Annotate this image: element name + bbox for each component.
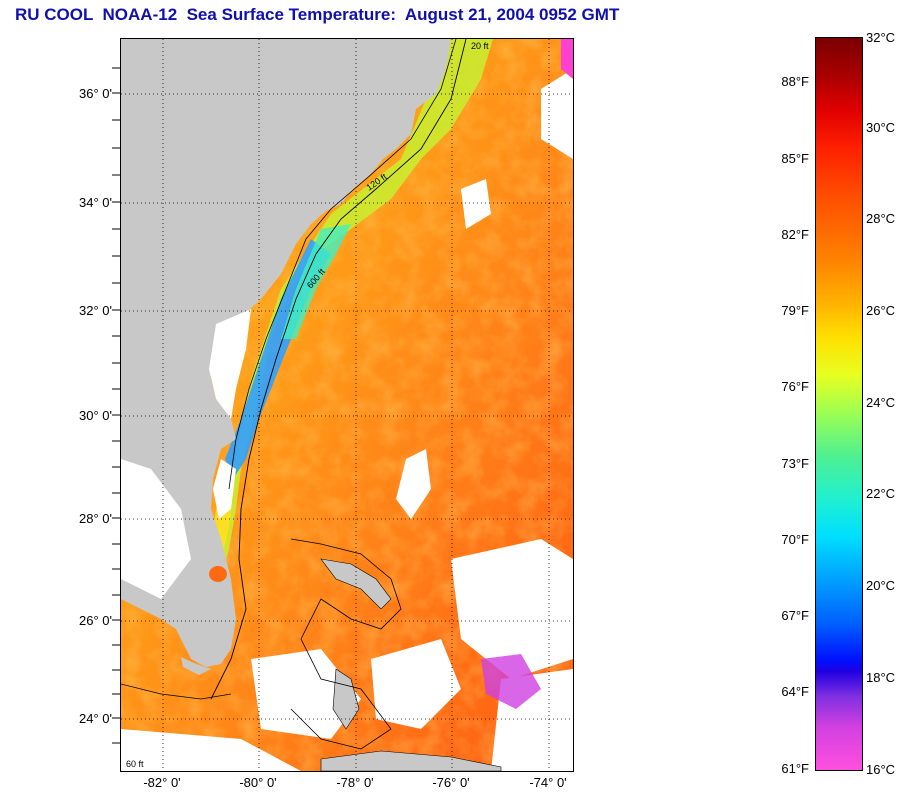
cbar-c-20: 20°C: [866, 578, 896, 593]
cbar-c-32: 32°C: [866, 30, 896, 45]
cloud-south-3: [371, 639, 461, 729]
lat-label-30: 30° 0': [79, 408, 112, 423]
cloud-mid: [396, 449, 431, 519]
contour-label-20ft: 20 ft: [471, 41, 489, 51]
depth-contour-600ft: [210, 39, 467, 700]
cbar-f-64: 64°F: [781, 684, 809, 699]
cloud-south-2: [251, 649, 361, 739]
lon-label-78: -78° 0': [336, 775, 374, 790]
cloud-florida-west: [121, 459, 191, 599]
sst-map-canvas: 20 ft 120 ft 600 ft 60 ft: [121, 39, 573, 771]
cold-spot-se: [481, 654, 541, 709]
cbar-c-24: 24°C: [866, 395, 896, 410]
depth-contour-120ft: [228, 39, 457, 490]
cbar-c-18: 18°C: [866, 670, 896, 685]
temperature-colorbar: [815, 37, 863, 771]
cbar-f-79: 79°F: [781, 303, 809, 318]
lat-label-28: 28° 0': [79, 511, 112, 526]
contour-label-60ft: 60 ft: [126, 759, 144, 769]
lat-label-32: 32° 0': [79, 303, 112, 318]
cbar-f-82: 82°F: [781, 227, 809, 242]
cuba-north-coast: [320, 750, 502, 771]
land-florida-keys: [181, 657, 211, 675]
lon-label-76: -76° 0': [432, 775, 470, 790]
cloud-florida-east: [213, 459, 236, 519]
cold-spot-ne: [561, 39, 573, 79]
lat-label-36: 36° 0': [79, 86, 112, 101]
map-title: RU COOL NOAA-12 Sea Surface Temperature:…: [15, 5, 620, 24]
shelf-water-cyan: [281, 224, 351, 339]
lon-label-74: -74° 0': [529, 775, 567, 790]
cbar-c-30: 30°C: [866, 120, 896, 135]
cbar-f-67: 67°F: [781, 608, 809, 623]
depth-contour-bahamas: [290, 538, 402, 750]
lat-label-24: 24° 0': [79, 711, 112, 726]
cbar-f-73: 73°F: [781, 456, 809, 471]
cbar-c-16: 16°C: [866, 762, 896, 777]
cbar-f-88: 88°F: [781, 74, 809, 89]
cbar-f-61: 61°F: [781, 761, 809, 776]
cbar-f-85: 85°F: [781, 151, 809, 166]
cloud-nearshore-ga: [209, 309, 251, 419]
cbar-c-22: 22°C: [866, 486, 896, 501]
cbar-c-26: 26°C: [866, 303, 896, 318]
lon-label-82: -82° 0': [143, 775, 181, 790]
cloud-east-2: [461, 179, 491, 229]
lon-label-80: -80° 0': [239, 775, 277, 790]
left-axis-ticks: [112, 67, 120, 744]
graticule: [121, 39, 573, 771]
land-mainland: [121, 39, 451, 667]
lat-label-34: 34° 0': [79, 195, 112, 210]
cbar-f-76: 76°F: [781, 379, 809, 394]
lake-okeechobee: [209, 566, 227, 582]
cloud-bottom: [121, 729, 301, 771]
lat-label-26: 26° 0': [79, 613, 112, 628]
cloud-south-1: [451, 539, 573, 679]
depth-contour-gulf: [121, 683, 232, 700]
cbar-f-70: 70°F: [781, 532, 809, 547]
cbar-c-28: 28°C: [866, 211, 896, 226]
sst-map[interactable]: 20 ft 120 ft 600 ft 60 ft: [120, 38, 574, 772]
